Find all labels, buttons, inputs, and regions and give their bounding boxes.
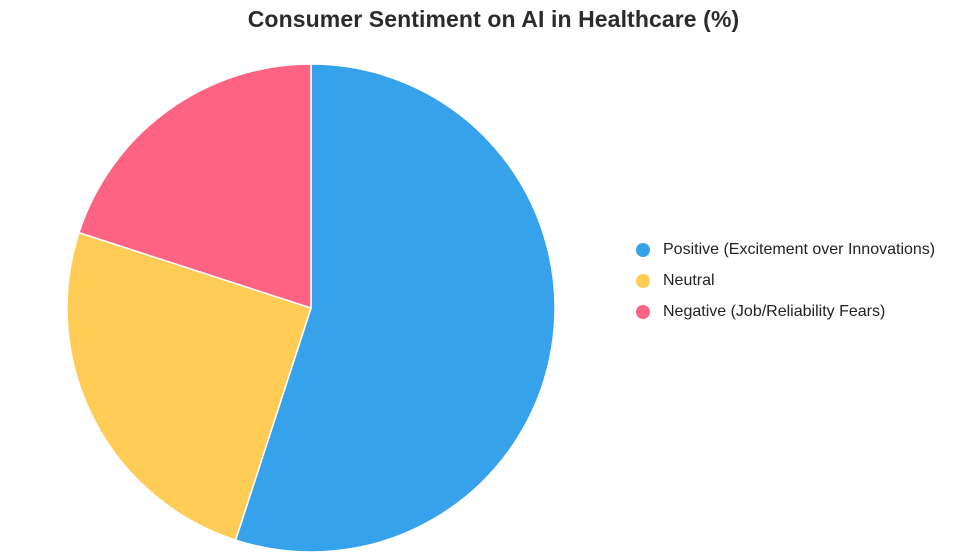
legend-item-negative[interactable]: Negative (Job/Reliability Fears) [636,296,935,327]
legend-label: Negative (Job/Reliability Fears) [663,302,886,320]
pie-slice-positive[interactable] [234,63,556,553]
legend-item-positive[interactable]: Positive (Excitement over Innovations) [636,234,935,265]
legend: Positive (Excitement over Innovations) N… [636,234,935,327]
legend-dot-icon [636,304,650,319]
legend-item-neutral[interactable]: Neutral [636,265,935,296]
pie-slice-negative[interactable] [78,63,312,309]
legend-label: Positive (Excitement over Innovations) [663,240,936,258]
chart-title: Consumer Sentiment on AI in Healthcare (… [247,6,740,32]
pie-slice-neutral[interactable] [66,231,312,541]
legend-label: Neutral [663,271,715,289]
pie-slices [66,63,556,553]
legend-dot-icon [636,273,650,288]
legend-dot-icon [636,242,650,257]
